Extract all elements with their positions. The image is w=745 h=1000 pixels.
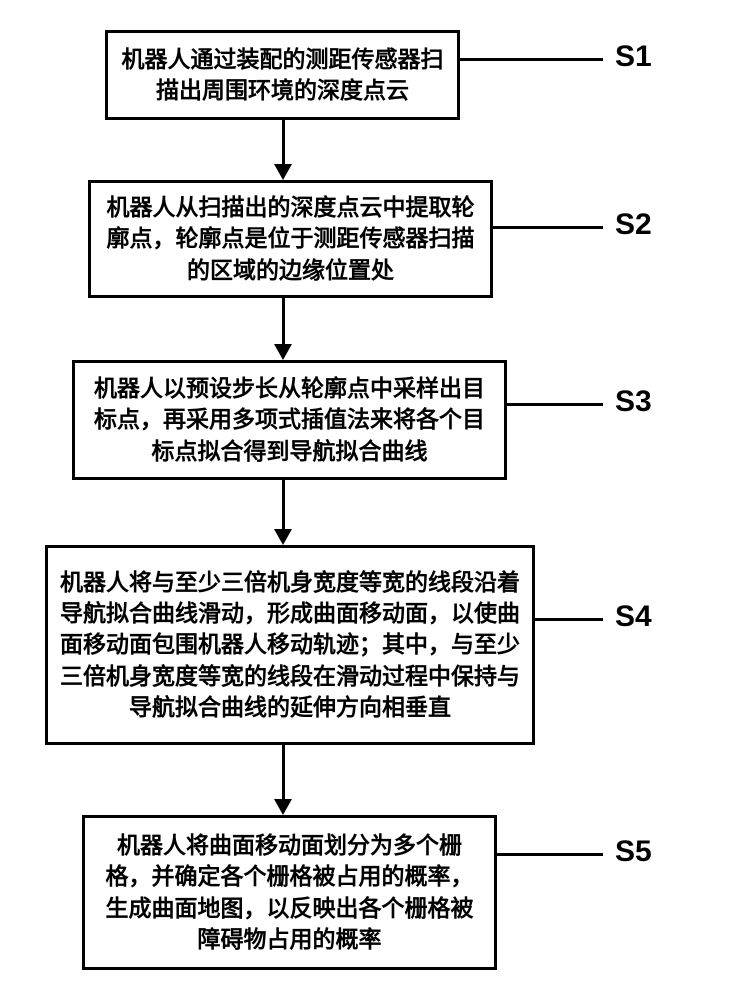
connector-s1-s2-arrow — [274, 164, 292, 180]
flowchart-canvas: 机器人通过装配的测距传感器扫描出周围环境的深度点云 机器人从扫描出的深度点云中提… — [0, 0, 745, 1000]
label-s2: S2 — [615, 208, 652, 242]
step-s2-text: 机器人从扫描出的深度点云中提取轮廓点，轮廓点是位于测距传感器扫描的区域的边缘位置… — [103, 192, 478, 285]
step-s1-text: 机器人通过装配的测距传感器扫描出周围环境的深度点云 — [120, 44, 445, 106]
leader-s2 — [493, 226, 603, 229]
connector-s4-s5-line — [282, 745, 285, 799]
label-s4: S4 — [615, 600, 652, 634]
label-s5: S5 — [615, 835, 652, 869]
step-s5-text: 机器人将曲面移动面划分为多个栅格，并确定各个栅格被占用的概率，生成曲面地图，以反… — [97, 830, 482, 954]
step-s4-box: 机器人将与至少三倍机身宽度等宽的线段沿着导航拟合曲线滑动，形成曲面移动面，以使曲… — [45, 545, 535, 745]
step-s5-box: 机器人将曲面移动面划分为多个栅格，并确定各个栅格被占用的概率，生成曲面地图，以反… — [82, 815, 497, 970]
label-s3: S3 — [615, 385, 652, 419]
step-s3-text: 机器人以预设步长从轮廓点中采样出目标点，再采用多项式插值法来将各个目标点拟合得到… — [87, 373, 492, 466]
step-s2-box: 机器人从扫描出的深度点云中提取轮廓点，轮廓点是位于测距传感器扫描的区域的边缘位置… — [88, 180, 493, 298]
connector-s1-s2-line — [282, 120, 285, 164]
leader-s3 — [507, 403, 603, 406]
leader-s1 — [460, 58, 603, 61]
label-s1: S1 — [615, 40, 652, 74]
connector-s2-s3-arrow — [274, 344, 292, 360]
step-s4-text: 机器人将与至少三倍机身宽度等宽的线段沿着导航拟合曲线滑动，形成曲面移动面，以使曲… — [60, 567, 520, 722]
connector-s3-s4-arrow — [274, 529, 292, 545]
connector-s3-s4-line — [282, 480, 285, 529]
step-s1-box: 机器人通过装配的测距传感器扫描出周围环境的深度点云 — [105, 30, 460, 120]
step-s3-box: 机器人以预设步长从轮廓点中采样出目标点，再采用多项式插值法来将各个目标点拟合得到… — [72, 360, 507, 480]
connector-s4-s5-arrow — [274, 799, 292, 815]
leader-s5 — [497, 853, 603, 856]
connector-s2-s3-line — [282, 298, 285, 344]
leader-s4 — [535, 618, 603, 621]
